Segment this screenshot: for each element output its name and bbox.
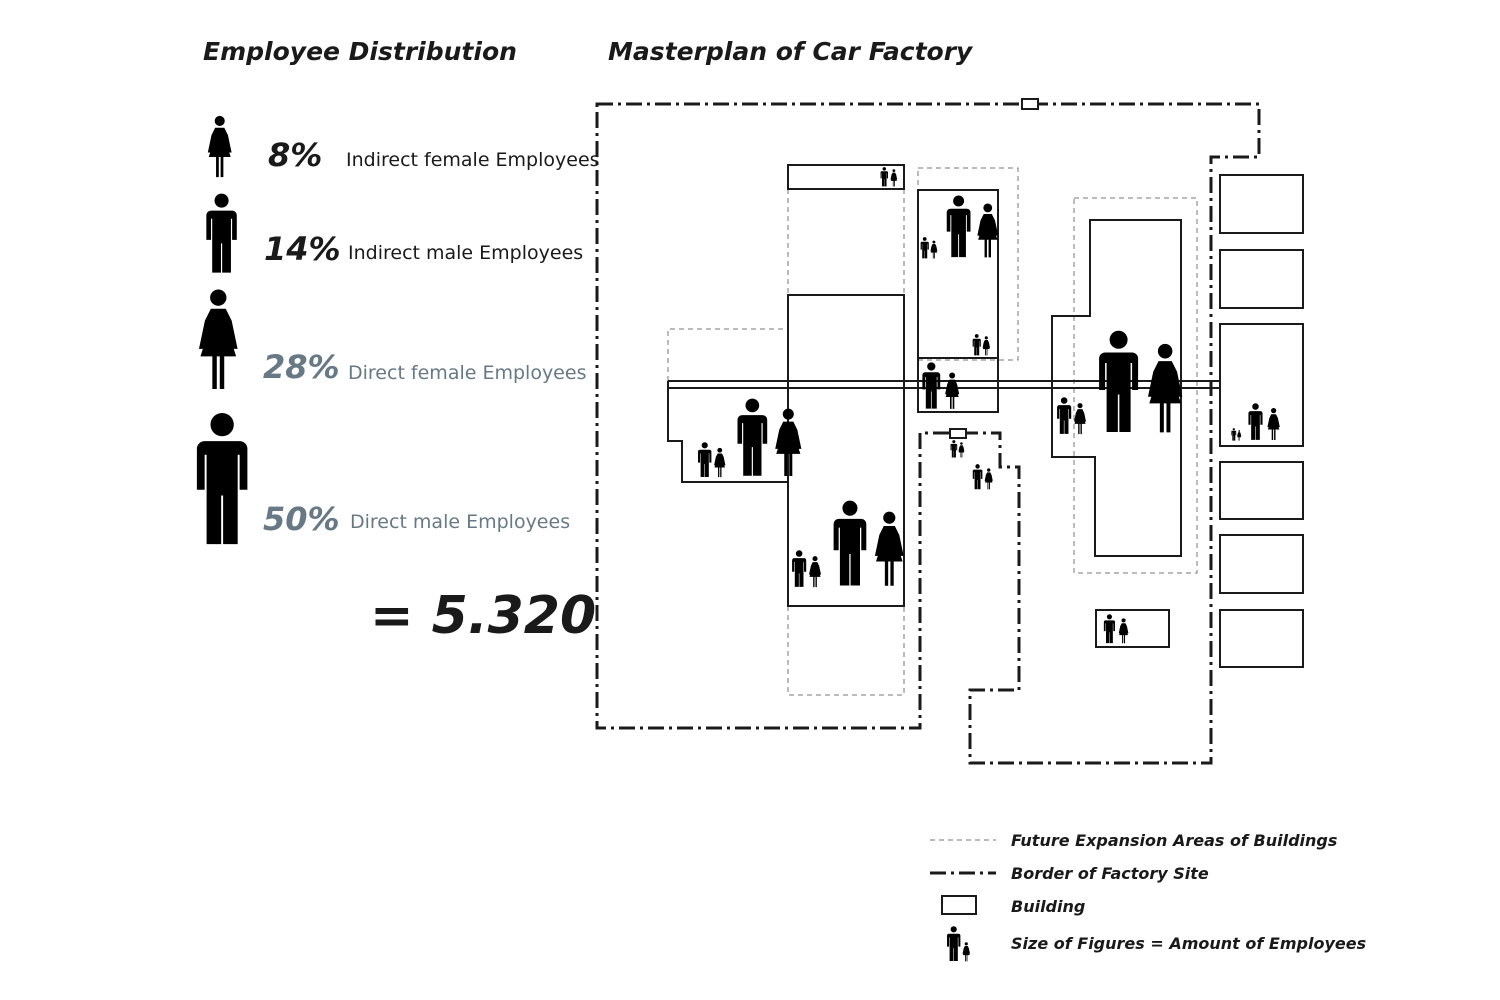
female-figure <box>1267 408 1280 441</box>
male-figure <box>1057 397 1072 434</box>
expansion-area <box>787 189 905 295</box>
legend-label: Border of Factory Site <box>1011 864 1209 883</box>
female-figure <box>962 942 970 962</box>
legend-label: Future Expansion Areas of Buildings <box>1011 831 1337 850</box>
male-figure <box>196 412 248 545</box>
male-figure <box>972 334 981 356</box>
female-figure <box>982 336 990 356</box>
building <box>1219 609 1304 668</box>
male-figure <box>737 398 768 476</box>
building <box>1051 219 1182 557</box>
site-border <box>595 102 1261 765</box>
expansion-area <box>917 167 1019 361</box>
female-figure <box>874 511 904 586</box>
percent: 28% <box>263 348 340 386</box>
building <box>1219 249 1304 309</box>
female-figure <box>1237 430 1242 441</box>
building <box>1219 534 1304 594</box>
female-figure <box>958 442 965 458</box>
male-figure <box>947 926 961 961</box>
percent: 8% <box>268 136 322 174</box>
female-figure <box>930 240 938 259</box>
masterplan-title: Masterplan of Car Factory <box>608 37 974 66</box>
male-figure <box>1231 428 1237 441</box>
male-figure <box>792 550 807 587</box>
female-figure <box>945 372 960 409</box>
building <box>1219 323 1304 447</box>
building <box>917 357 999 413</box>
building <box>1219 174 1304 234</box>
female-figure <box>714 447 726 478</box>
distribution-title: Employee Distribution <box>203 37 517 66</box>
legend-swatch <box>941 895 977 915</box>
male-figure <box>698 442 712 477</box>
gate <box>1021 98 1039 110</box>
female-figure <box>890 169 898 187</box>
male-figure <box>950 440 958 458</box>
male-figure <box>946 195 971 258</box>
building <box>1095 609 1170 648</box>
expansion-area <box>1073 197 1198 574</box>
item-label: Indirect female Employees <box>346 149 600 171</box>
male-figure <box>880 167 888 187</box>
female-figure <box>207 115 232 178</box>
male-figure <box>972 464 983 490</box>
male-figure <box>922 362 941 409</box>
site-plan <box>595 98 1304 765</box>
male-figure <box>1248 403 1263 440</box>
legend: Future Expansion Areas of Buildings Bord… <box>930 831 1366 953</box>
building <box>667 381 789 483</box>
female-figure <box>809 556 822 588</box>
total: = 5.320 <box>370 586 596 646</box>
female-figure <box>1147 343 1183 433</box>
male-figure <box>206 193 237 273</box>
expansion-area <box>787 606 905 696</box>
female-figure <box>198 289 238 390</box>
item-label: Direct female Employees <box>348 362 586 384</box>
female-figure <box>977 203 999 258</box>
female-figure <box>1074 403 1087 435</box>
item-label: Indirect male Employees <box>348 242 583 264</box>
female-figure <box>984 468 993 490</box>
building <box>787 164 905 190</box>
gate <box>949 428 967 439</box>
male-figure <box>833 500 867 586</box>
item-label: Direct male Employees <box>350 511 570 533</box>
male-figure <box>1103 614 1115 644</box>
legend-label: Building <box>1011 897 1085 916</box>
building <box>1219 461 1304 520</box>
percent: 50% <box>263 500 340 538</box>
expansion-area <box>667 328 788 381</box>
female-figure <box>1118 618 1129 644</box>
percent: 14% <box>264 230 341 268</box>
male-figure <box>1099 330 1139 432</box>
male-figure <box>920 237 929 259</box>
legend-label: Size of Figures = Amount of Employees <box>1011 934 1366 953</box>
